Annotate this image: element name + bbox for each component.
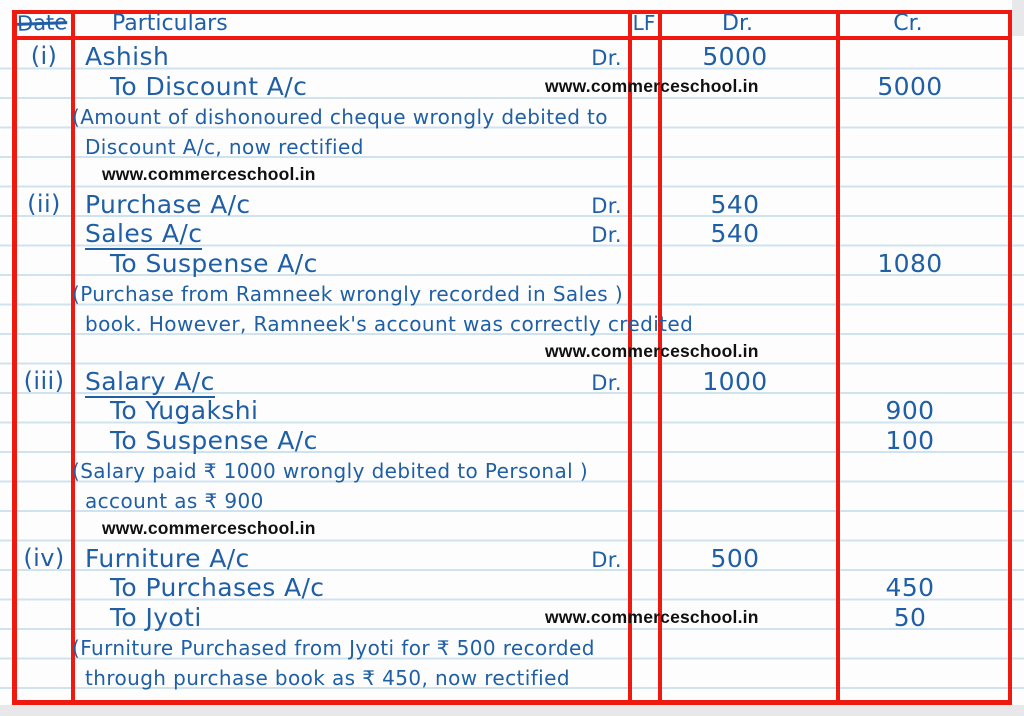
amount-credit: 900 [885, 396, 935, 425]
particulars-text: Sales A/c [85, 219, 203, 250]
particulars-text: To Yugakshi [110, 396, 259, 425]
particulars-line: To Suspense A/c [110, 249, 318, 278]
watermark-text: www.commerceschool.in [102, 164, 316, 184]
particulars-line: Sales A/c [85, 219, 203, 250]
particulars-text: To Purchases A/c [110, 573, 325, 602]
watermark-text: www.commerceschool.in [545, 606, 759, 627]
watermark-text: www.commerceschool.in [545, 341, 759, 361]
particulars-text: To Suspense A/c [110, 425, 318, 455]
particulars-line: Salary A/c [85, 366, 215, 398]
dr-marker: Dr. [591, 193, 622, 218]
particulars-line: To Yugakshi [110, 396, 258, 425]
column-header-dr: Dr. [722, 11, 753, 36]
amount-debit: 5000 [702, 42, 768, 71]
column-header-lf: LF [632, 11, 656, 35]
entry-number: (i) [30, 42, 58, 70]
amount-credit: 50 [893, 602, 927, 632]
entry-number: (iii) [23, 366, 65, 395]
amount-debit: 500 [710, 543, 760, 573]
dr-marker: Dr. [591, 547, 622, 572]
particulars-text: To Jyoti [110, 602, 202, 632]
narration-line: book. However, Ramneek's account was cor… [85, 311, 694, 336]
particulars-text: To Suspense A/c [110, 248, 318, 278]
entry-number: (ii) [27, 189, 61, 218]
column-header-particulars: Particulars [112, 11, 228, 36]
dr-marker: Dr. [591, 223, 622, 247]
narration-line: account as ₹ 900 [85, 488, 264, 513]
particulars-text: To Discount A/c [110, 71, 308, 101]
watermark-text: www.commerceschool.in [545, 75, 759, 96]
watermark-text: www.commerceschool.in [102, 518, 316, 538]
dr-column-divider [836, 10, 840, 705]
particulars-line: To Suspense A/c [110, 426, 318, 455]
particulars-text: Ashish [85, 42, 170, 71]
amount-debit: 1000 [702, 366, 768, 396]
page-edge-top-right [1012, 0, 1024, 36]
narration-line: through purchase book as ₹ 450, now rect… [85, 665, 570, 690]
amount-credit: 5000 [877, 71, 943, 101]
table-border-top [12, 10, 1012, 14]
date-column-divider [71, 10, 75, 705]
amount-debit: 540 [710, 189, 760, 219]
column-header-date: Date [14, 10, 71, 36]
column-header-cr: Cr. [893, 11, 923, 36]
dr-marker: Dr. [591, 46, 622, 70]
lf-column-divider [658, 10, 662, 705]
date-scribble: Date [16, 10, 68, 36]
particulars-line: To Discount A/c [110, 72, 307, 101]
table-border-left [12, 10, 17, 705]
particulars-line: To Jyoti [110, 603, 202, 632]
entry-number: (iv) [23, 543, 65, 572]
table-border-bottom [12, 700, 1012, 705]
narration-line: (Furniture Purchased from Jyoti for ₹ 50… [72, 636, 595, 660]
narration-line: (Salary paid ₹ 1000 wrongly debited to P… [72, 459, 589, 483]
amount-debit: 540 [710, 219, 760, 248]
table-border-right [1008, 10, 1012, 705]
particulars-line: Ashish [85, 42, 169, 71]
header-divider [12, 36, 1012, 40]
particulars-text: Purchase A/c [85, 189, 251, 219]
particulars-text: Furniture A/c [85, 543, 250, 573]
particulars-column-divider [628, 10, 632, 705]
narration-line: (Purchase from Ramneek wrongly recorded … [72, 282, 624, 306]
amount-credit: 450 [885, 573, 935, 602]
page-edge-bottom [0, 705, 1024, 716]
particulars-text: Salary A/c [85, 366, 215, 398]
particulars-line: To Purchases A/c [110, 573, 324, 602]
notebook-ruled-lines [0, 40, 1024, 701]
particulars-line: Purchase A/c [85, 190, 251, 219]
dr-marker: Dr. [591, 370, 622, 395]
particulars-line: Furniture A/c [85, 544, 250, 573]
amount-credit: 100 [885, 425, 935, 455]
narration-line: Discount A/c, now rectified [85, 134, 364, 159]
amount-credit: 1080 [877, 248, 943, 278]
narration-line: (Amount of dishonoured cheque wrongly de… [72, 105, 608, 129]
